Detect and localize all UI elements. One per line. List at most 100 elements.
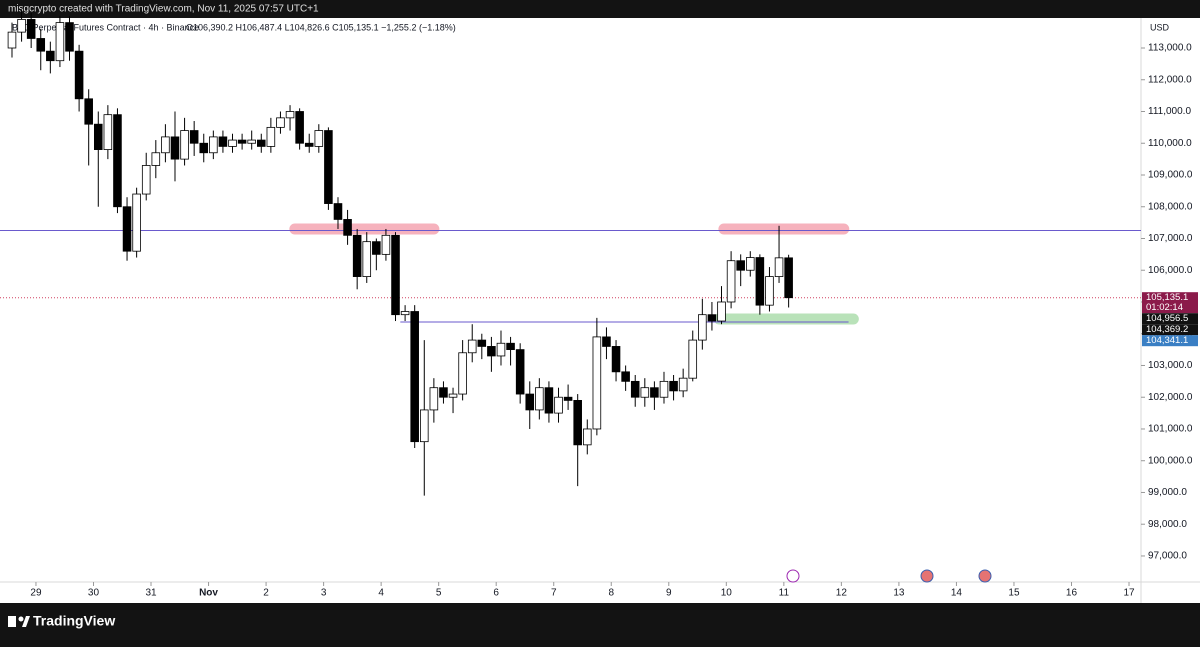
x-tick-label: 16	[1066, 588, 1078, 599]
y-tick-label: 110,000.0	[1148, 138, 1192, 149]
candle-body	[256, 139, 266, 147]
candle-body	[65, 22, 74, 52]
candle-body	[678, 377, 688, 392]
candle-body	[544, 387, 554, 414]
x-tick-label: 31	[145, 588, 157, 599]
candle-body	[458, 352, 467, 395]
candle-body	[784, 257, 793, 299]
candle-body	[343, 219, 352, 236]
candle-body	[180, 130, 189, 160]
candle-body	[218, 136, 228, 147]
candle-body	[314, 130, 324, 147]
x-tick-label: 3	[321, 588, 327, 599]
candle-body	[362, 241, 372, 277]
y-tick-label: 103,000.0	[1148, 360, 1193, 371]
x-tick-label: 15	[1008, 588, 1020, 599]
event-icon	[786, 569, 800, 583]
y-tick-label: 102,000.0	[1148, 392, 1193, 403]
candle-body	[698, 314, 707, 341]
event-icon	[920, 569, 934, 583]
candle-body	[582, 428, 592, 446]
candle-body	[161, 136, 170, 154]
candle-body	[439, 387, 448, 398]
candle-body	[324, 130, 333, 204]
candle-body	[650, 387, 659, 398]
candle-body	[621, 371, 630, 382]
candle-body	[199, 142, 209, 154]
credit: misgcrypto created with TradingView.com,…	[8, 4, 319, 15]
candle-body	[640, 387, 650, 398]
x-tick-label: Nov	[199, 588, 218, 599]
y-tick-label: 111,000.0	[1148, 106, 1191, 117]
price-label: 104,369.2	[1146, 324, 1188, 335]
candle-body	[400, 311, 410, 316]
candle-body	[285, 111, 295, 119]
event-icons	[786, 569, 992, 583]
candle-body	[141, 165, 151, 195]
x-tick-label: 17	[1123, 588, 1135, 599]
candle-body	[659, 380, 669, 398]
candle-body	[372, 241, 381, 255]
candle-body	[592, 336, 602, 430]
x-tick-label: 10	[721, 588, 733, 599]
logo-part	[18, 616, 24, 622]
y-tick-label: 98,000.0	[1148, 519, 1187, 530]
y-tick-label: 109,000.0	[1148, 170, 1193, 181]
x-tick-label: 29	[30, 588, 42, 599]
candle-body	[774, 257, 784, 277]
candle-body	[688, 339, 698, 379]
x-tick-label: 6	[493, 588, 499, 599]
candle-body	[410, 311, 419, 443]
price-label-bg	[1142, 292, 1198, 314]
candle-body	[113, 114, 122, 208]
y-tick-label: 107,000.0	[1148, 233, 1193, 244]
candle-body	[745, 257, 755, 271]
event-icon	[978, 569, 992, 583]
y-tick-label: 113,000.0	[1148, 43, 1192, 54]
y-tick-label: 106,000.0	[1148, 265, 1193, 276]
candle-body	[276, 117, 285, 128]
candle-body	[304, 142, 314, 147]
x-tick-label: 4	[378, 588, 384, 599]
candle-body	[266, 126, 276, 147]
candle-body	[209, 136, 218, 154]
candle-body	[36, 38, 46, 52]
candle-body	[573, 400, 582, 446]
candle-body	[93, 123, 103, 150]
x-tick-label: 14	[951, 588, 963, 599]
candle-body	[765, 276, 774, 306]
x-tick-label: 2	[263, 588, 269, 599]
candle-body	[247, 139, 256, 144]
candle-body	[170, 136, 180, 160]
ohlc: O106,390.2 H106,487.4 L104,826.6 C105,13…	[186, 22, 456, 32]
x-tick-label: 12	[836, 588, 848, 599]
candle-body	[717, 301, 726, 322]
x-tick-label: 11	[779, 588, 790, 599]
candle-body	[84, 98, 93, 125]
candle-body	[237, 139, 247, 144]
chart-area	[0, 18, 1200, 603]
candle-body	[295, 111, 304, 144]
candle-body	[448, 393, 458, 398]
candle-body	[228, 139, 237, 147]
candle-body	[55, 22, 65, 62]
price-label: 105,135.1	[1146, 292, 1188, 303]
candle-body	[515, 349, 525, 395]
candle-body	[506, 342, 515, 351]
x-tick-label: 7	[551, 588, 557, 599]
x-tick-label: 9	[666, 588, 672, 599]
candle-body	[477, 339, 487, 347]
logo-part	[8, 616, 16, 627]
brand: TradingView	[33, 613, 115, 629]
candle-body	[74, 50, 84, 100]
currency: USD	[1150, 22, 1170, 32]
countdown: 01:02:14	[1146, 302, 1183, 313]
x-tick-label: 8	[608, 588, 614, 599]
price-label: 104,956.5	[1146, 313, 1188, 324]
price-label: 104,341.1	[1146, 335, 1188, 346]
y-tick-label: 99,000.0	[1148, 487, 1187, 498]
candle-body	[122, 206, 132, 252]
y-tick-label: 112,000.0	[1148, 74, 1192, 85]
